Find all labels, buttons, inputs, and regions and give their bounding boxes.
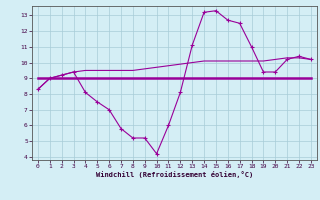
X-axis label: Windchill (Refroidissement éolien,°C): Windchill (Refroidissement éolien,°C) xyxy=(96,171,253,178)
